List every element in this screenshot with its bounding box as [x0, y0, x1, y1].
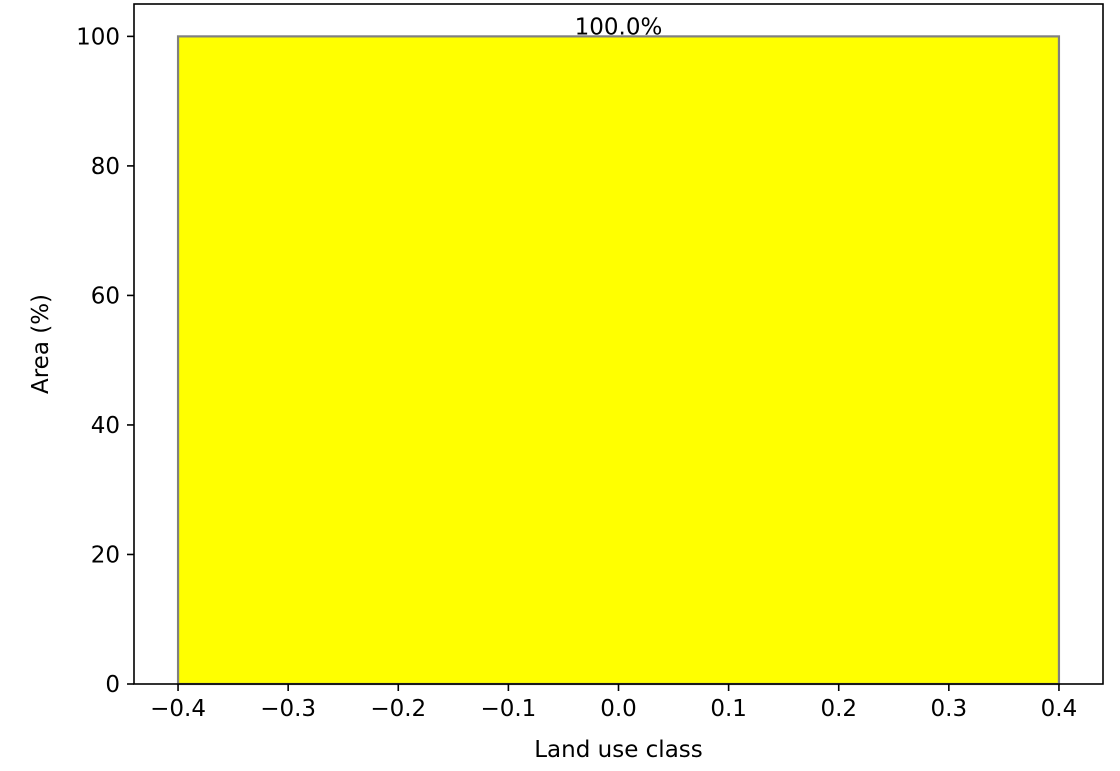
x-tick-label-4: 0.0 — [600, 696, 637, 722]
x-tick-label-2: −0.2 — [370, 696, 426, 722]
y-tick-label-2: 40 — [91, 413, 120, 439]
x-tick-label-1: −0.3 — [260, 696, 316, 722]
x-tick-label-0: −0.4 — [150, 696, 206, 722]
x-tick-label-3: −0.1 — [480, 696, 536, 722]
y-axis-label: Area (%) — [28, 294, 54, 394]
bar-0 — [176, 35, 1061, 686]
y-tick-label-0: 0 — [105, 672, 120, 698]
y-axis: 0 20 40 60 80 100 — [76, 24, 134, 698]
x-tick-label-8: 0.4 — [1041, 696, 1078, 722]
x-tick-label-7: 0.3 — [931, 696, 968, 722]
y-tick-label-5: 100 — [76, 24, 120, 50]
x-tick-label-5: 0.1 — [710, 696, 747, 722]
x-axis-label: Land use class — [534, 737, 703, 763]
bar-value-label-0: 100.0% — [575, 14, 663, 40]
x-axis: −0.4 −0.3 −0.2 −0.1 0.0 0.1 0.2 0.3 0.4 — [150, 684, 1077, 722]
x-tick-label-6: 0.2 — [820, 696, 857, 722]
y-tick-label-4: 80 — [91, 154, 120, 180]
y-tick-label-3: 60 — [91, 283, 120, 309]
bars-layer — [176, 35, 1061, 686]
y-tick-label-1: 20 — [91, 542, 120, 568]
data-labels-layer: 100.0% — [575, 14, 663, 40]
